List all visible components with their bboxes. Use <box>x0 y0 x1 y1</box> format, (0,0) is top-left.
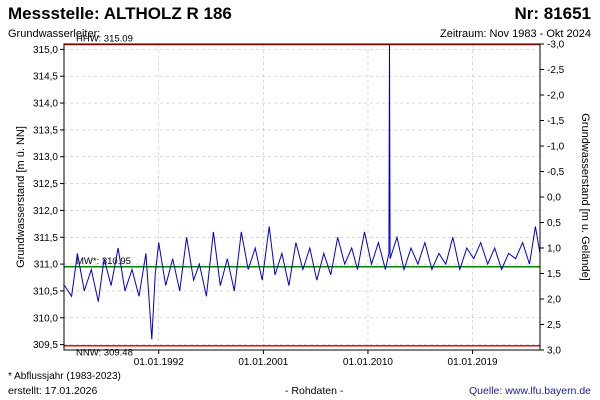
x-tick-label: 01.01.2001 <box>238 357 288 368</box>
y-tick-label: 312,5 <box>33 179 58 190</box>
y-tick-label: 311,5 <box>34 233 59 244</box>
x-tick-label: 01.01.2010 <box>343 357 393 368</box>
y2-tick-label: 0,0 <box>547 193 561 204</box>
ref-label-0: HHW: 315.09 <box>76 34 133 45</box>
y-tick-label: 314,5 <box>33 72 58 83</box>
y-tick-label: 310,0 <box>33 313 58 324</box>
station-number: Nr: 81651 <box>514 4 591 23</box>
y2-tick-label: 1,5 <box>547 269 561 280</box>
x-tick-label: 01.01.1992 <box>134 357 184 368</box>
y2-tick-label: 0,5 <box>547 218 561 229</box>
y2-tick-label: 3,0 <box>547 346 561 357</box>
axes: 309,5 310,0 310,5 311,0 311,5 312,0 312,5 313,0… <box>33 40 565 369</box>
y2-tick-label: -3,0 <box>547 40 565 51</box>
y2-tick-label: -1,0 <box>547 142 565 153</box>
y-tick-label: 313,0 <box>33 152 58 163</box>
created-date: erstellt: 17.01.2026 <box>8 385 98 397</box>
y-tick-label: 310,5 <box>33 286 58 297</box>
x-tick-label: 01.01.2019 <box>448 357 498 368</box>
y-tick-label: 309,5 <box>33 340 58 351</box>
source-link[interactable]: Quelle: www.lfu.bayern.de <box>469 385 591 397</box>
y2-tick-label: -2,5 <box>547 65 565 76</box>
grid-lines <box>64 44 540 350</box>
y2-tick-label: 1,0 <box>547 244 561 255</box>
station-title: Messstelle: ALTHOLZ R 186 <box>8 4 232 23</box>
y-axis-title-right: Grundwasserstand [m u. Gelände] <box>579 113 591 281</box>
y-tick-label: 313,5 <box>33 125 58 136</box>
aquifer-label: Grundwasserleiter: <box>8 28 101 40</box>
raw-data-label: - Rohdaten - <box>285 385 344 397</box>
y2-tick-label: -0,5 <box>547 167 565 178</box>
y2-tick-label: 2,0 <box>547 295 561 306</box>
y-tick-label: 311,0 <box>34 260 59 271</box>
y2-tick-label: -2,0 <box>547 91 565 102</box>
y-axis-title-left: Grundwasserstand [m ü. NN] <box>15 126 27 268</box>
y-tick-label: 314,0 <box>33 99 58 110</box>
y-tick-label: 312,0 <box>33 206 58 217</box>
period-label: Zeitraum: Nov 1983 - Okt 2024 <box>439 28 591 40</box>
series-line-0 <box>64 44 541 340</box>
y2-tick-label: -1,5 <box>547 116 565 127</box>
y-tick-label: 315,0 <box>33 45 58 56</box>
series-layer <box>64 44 541 340</box>
plot-frame <box>63 43 541 351</box>
y2-tick-label: 2,5 <box>547 320 561 331</box>
footnote: * Abflussjahr (1983-2023) <box>8 371 121 382</box>
ref-label-2: NNW: 309.48 <box>76 348 133 359</box>
